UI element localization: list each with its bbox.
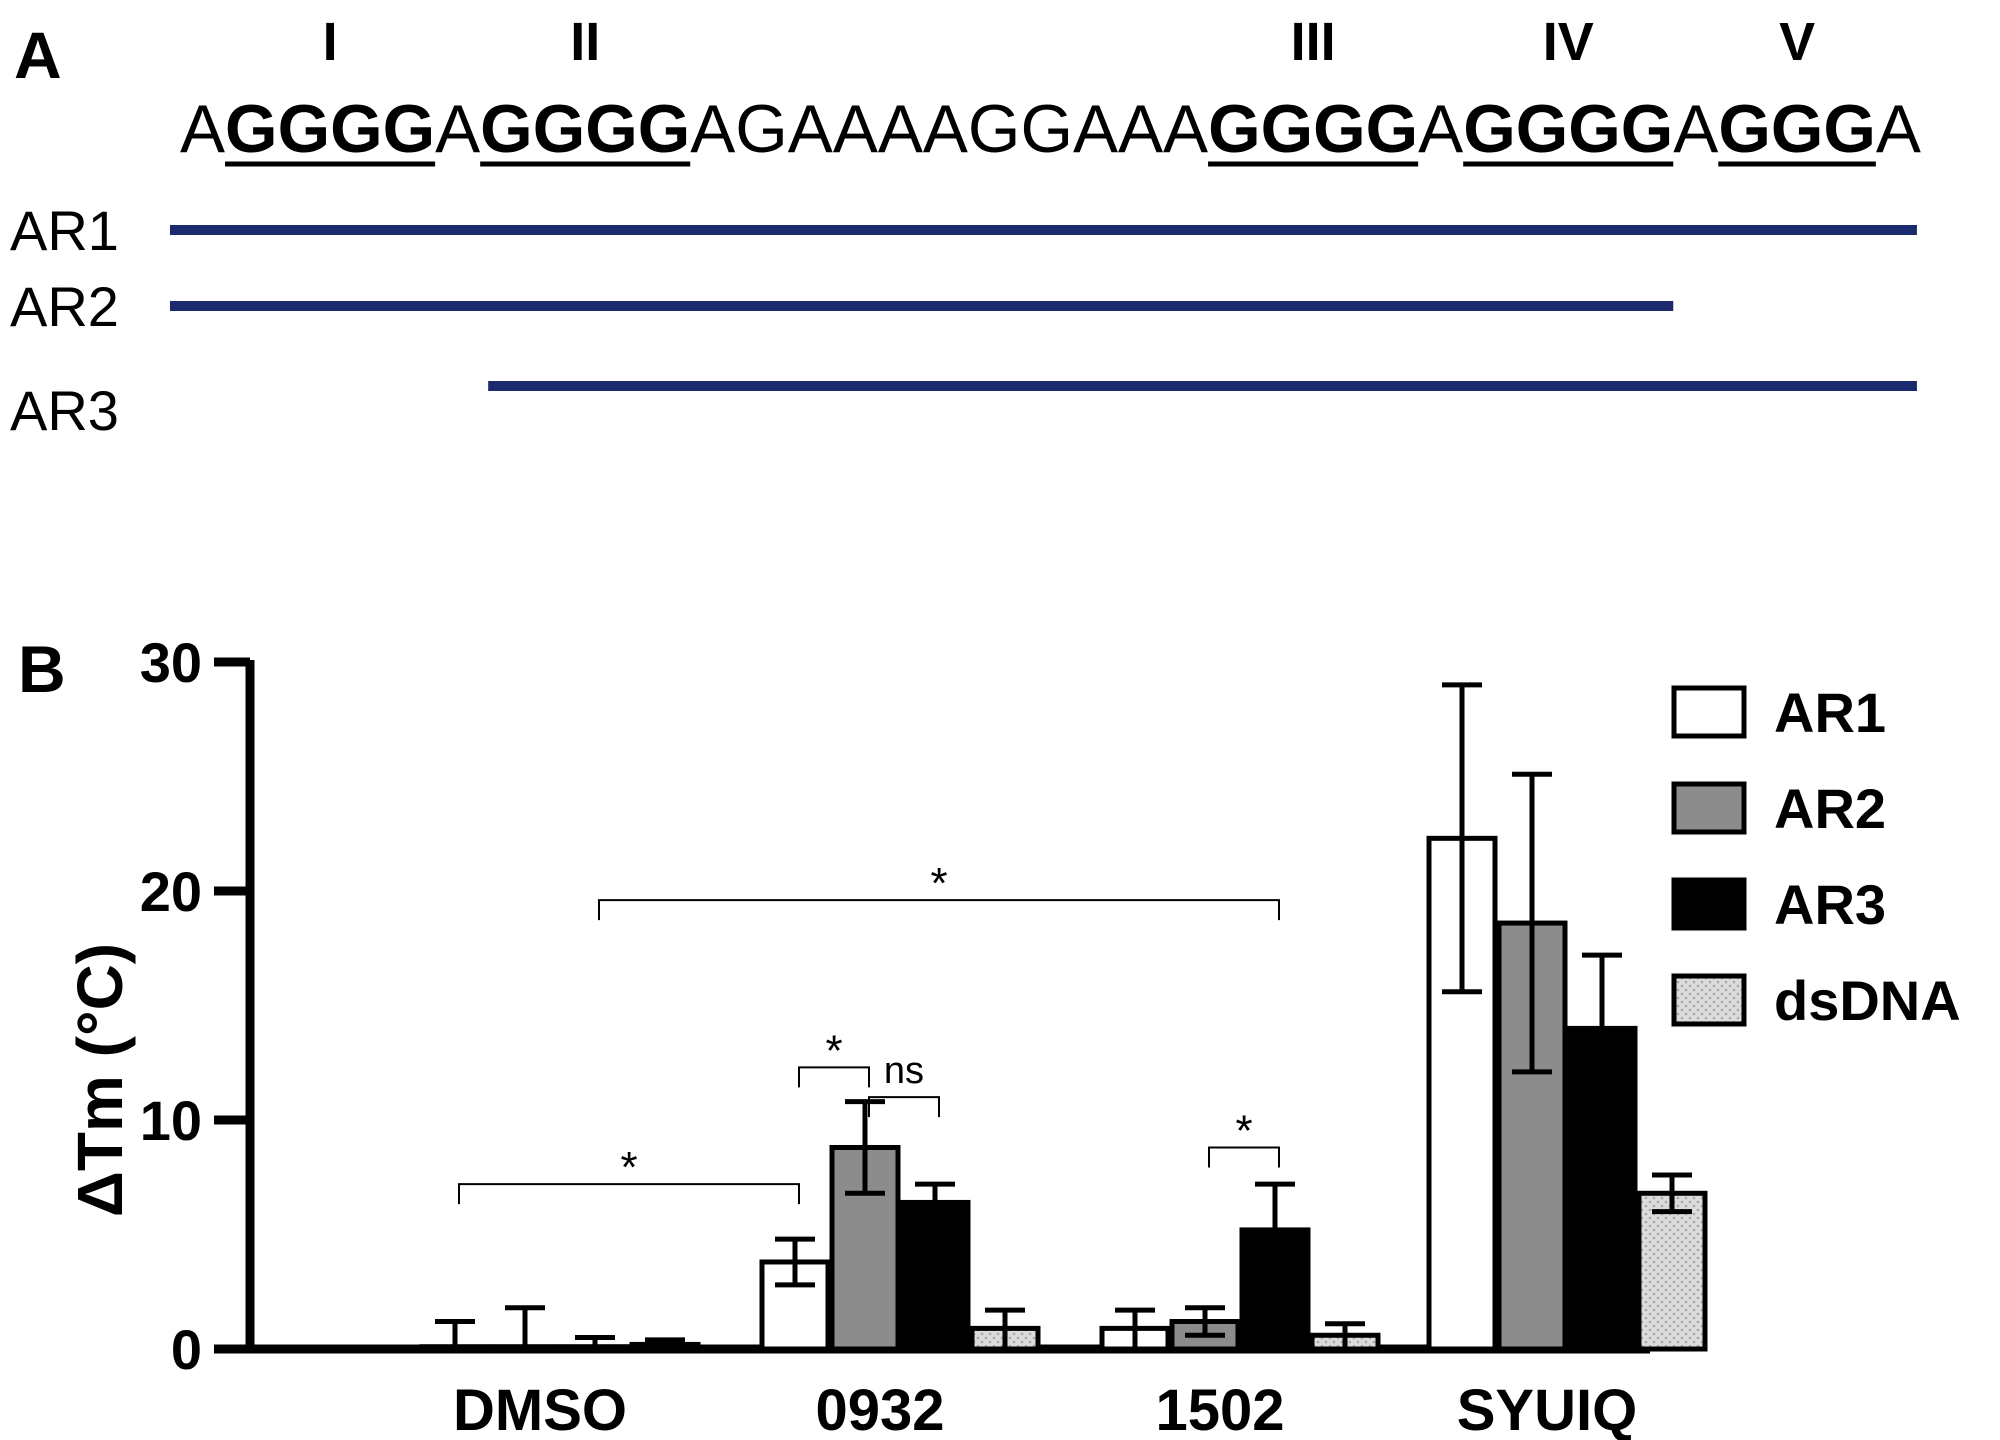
y-tick-label: 10 <box>140 1089 202 1152</box>
legend-label-ar3: AR3 <box>1774 873 1886 936</box>
y-axis-label: ΔTm (°C) <box>64 943 136 1217</box>
panel-a-label: A <box>14 18 62 92</box>
g-tract: GGGG <box>1463 92 1673 167</box>
roman-labels: I II III IV V <box>323 12 1816 72</box>
legend-label-ar2: AR2 <box>1774 777 1886 840</box>
legend-swatch-ar3 <box>1671 877 1747 931</box>
construct-lines: AR1 AR2 AR3 <box>10 199 1917 442</box>
tract-label-IV: IV <box>1543 12 1594 72</box>
bar-dsdna-syuiq <box>1636 1190 1708 1352</box>
significance-label: * <box>620 1143 637 1192</box>
bar-ar3-0932 <box>899 1199 971 1352</box>
linker: A <box>180 92 225 167</box>
category-label-dmso: DMSO <box>453 1378 627 1440</box>
significance-bracket <box>1208 1146 1280 1168</box>
significance-label: ns <box>884 1050 924 1092</box>
panel-b-label: B <box>18 632 66 706</box>
legend-swatch-ar2 <box>1671 781 1747 835</box>
y-tick-label: 20 <box>140 860 202 923</box>
linker: A <box>1418 92 1463 167</box>
g-tract: GGGG <box>1208 92 1418 167</box>
construct-label-ar2: AR2 <box>10 275 119 338</box>
category-label-1502: 1502 <box>1155 1378 1284 1440</box>
legend-label-ar1: AR1 <box>1774 681 1886 744</box>
significance-bracket <box>458 1183 800 1205</box>
significance-bracket <box>598 899 1280 921</box>
g-tract: GGGG <box>480 92 690 167</box>
chart-axes: 0 10 20 30 DMSO 0932 1502 SYUIQ <box>140 631 1650 1440</box>
significance-bracket <box>868 1096 940 1118</box>
category-label-syuiq: SYUIQ <box>1457 1378 1638 1440</box>
legend-label-dsdna: dsDNA <box>1774 969 1961 1032</box>
significance-label: * <box>825 1026 842 1075</box>
tract-label-I: I <box>323 12 338 72</box>
linker: A <box>1673 92 1718 167</box>
y-tick-label: 30 <box>140 631 202 694</box>
g-tract: GGGG <box>225 92 435 167</box>
linker: AGAAAAGGAAA <box>690 92 1208 167</box>
legend-swatch-ar1 <box>1671 685 1747 739</box>
tract-label-II: II <box>570 12 600 72</box>
bar-ar1-syuiq <box>1426 835 1498 1352</box>
panel-a: A I II III IV V AGGGGAGGGGAGAAAAGGAAAGGGGAGG… <box>10 12 1921 442</box>
construct-label-ar1: AR1 <box>10 199 119 262</box>
y-tick-label: 0 <box>171 1318 202 1381</box>
g-tract: GGG <box>1718 92 1876 167</box>
category-label-0932: 0932 <box>815 1378 944 1440</box>
chart-legend: AR1 AR2 AR3 dsDNA <box>1671 681 1961 1032</box>
significance-label: * <box>1235 1106 1252 1155</box>
linker: A <box>435 92 480 167</box>
construct-label-ar3: AR3 <box>10 379 119 442</box>
tract-label-III: III <box>1291 12 1336 72</box>
panel-b: B ΔTm (°C) 0 10 20 30 DMSO 0932 1502 SYUIQ * * ns… <box>18 631 1961 1440</box>
significance-bracket <box>798 1066 870 1088</box>
significance-annotations: * * ns * * <box>458 859 1280 1205</box>
g-quadruplex-sequence: AGGGGAGGGGAGAAAAGGAAAGGGGAGGGGAGGGA <box>180 92 1921 167</box>
linker: A <box>1876 92 1921 167</box>
tract-label-V: V <box>1779 12 1815 72</box>
significance-label: * <box>930 859 947 908</box>
legend-swatch-dsdna <box>1671 973 1747 1027</box>
chart-bars <box>419 682 1708 1352</box>
